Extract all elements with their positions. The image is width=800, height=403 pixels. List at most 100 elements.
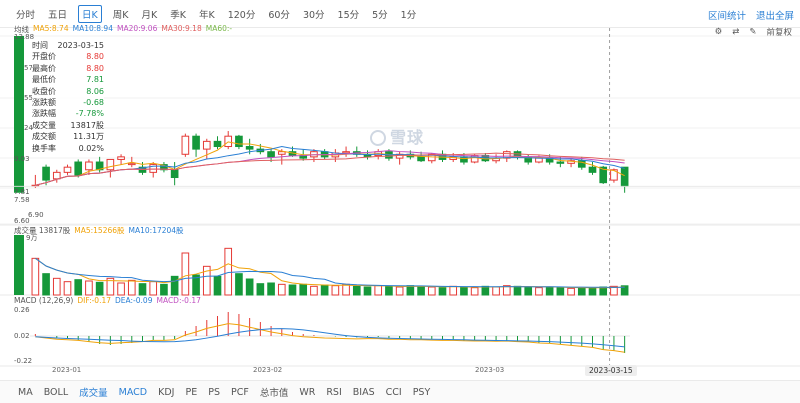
volume-bar xyxy=(502,285,511,296)
volume-bar xyxy=(95,281,104,296)
candle-body xyxy=(599,166,608,184)
macd-axis-bottom: -0.22 xyxy=(14,357,33,365)
indicator-PE[interactable]: PE xyxy=(185,386,198,398)
macd-legend-label: MACD (12,26,9) xyxy=(14,296,74,305)
volume-bar xyxy=(342,283,350,296)
volume-bar xyxy=(245,278,254,296)
vol-legend-item: MA10:17204股 xyxy=(128,226,184,235)
compare-icon[interactable]: ⇄ xyxy=(732,27,740,37)
ma-legend: 均线 MA5:8.74 MA10:8.94 MA20:9.06 MA30:9.18 MA6… xyxy=(14,24,232,35)
candle-body xyxy=(63,166,72,173)
tab-6[interactable]: 年K xyxy=(198,9,215,21)
tooltip-value: 13817股 xyxy=(70,120,104,130)
tab-0[interactable]: 分时 xyxy=(16,9,36,21)
tooltip-value: 8.06 xyxy=(86,86,104,96)
price-axis-mark: 6.90 xyxy=(28,211,44,219)
tab-7[interactable]: 120分 xyxy=(227,9,256,21)
volume-bar xyxy=(235,273,243,296)
indicator-MACD[interactable]: MACD xyxy=(118,386,148,398)
ma20-line xyxy=(35,150,625,186)
candle-body xyxy=(556,161,565,164)
tooltip-value: 2023-03-15 xyxy=(57,41,105,50)
tab-12[interactable]: 1分 xyxy=(400,9,417,21)
volume-bar xyxy=(256,283,265,296)
stock-chart[interactable] xyxy=(0,28,800,380)
tooltip-row: 最高价 8.80 xyxy=(32,63,104,74)
volume-bar xyxy=(363,286,372,296)
indicator-PS[interactable]: PS xyxy=(208,386,220,398)
indicator-RSI[interactable]: RSI xyxy=(326,386,342,398)
volume-bar xyxy=(460,286,468,296)
tab-5[interactable]: 季K xyxy=(170,9,186,21)
indicator-BOLL[interactable]: BOLL xyxy=(43,386,69,398)
volume-bar xyxy=(395,286,404,296)
volume-bar xyxy=(127,279,136,296)
candle-body xyxy=(85,161,93,171)
tab-10[interactable]: 15分 xyxy=(337,9,360,21)
price-axis-cur: 7.58 xyxy=(14,196,30,204)
volume-bar xyxy=(63,281,72,296)
fq-label[interactable]: 前复权 xyxy=(766,28,792,38)
candle-body xyxy=(620,166,629,187)
period-tabs: 分时 五日 日K 周K 月K 季K 年K 120分 60分 30分 15分 5分 1分 xyxy=(0,0,800,28)
volume-legend: 成交量 13817股 MA5:15266股 MA10:17204股 xyxy=(14,225,184,236)
candle-body xyxy=(106,158,115,171)
tooltip-key: 开盘价 xyxy=(32,52,56,62)
indicator-PCF[interactable]: PCF xyxy=(230,386,249,398)
gear-icon[interactable]: ⚙ xyxy=(714,27,723,37)
macd-axis-mid: 0.02 xyxy=(14,332,30,340)
tooltip-key: 换手率 xyxy=(32,143,56,153)
ohlc-tooltip: 时间 2023-03-15 开盘价 8.80 最高价 8.80 最低价 7.81 收盘价 8.06… xyxy=(32,40,105,155)
ma-legend-item: MA5:8.74 xyxy=(33,24,69,33)
volume-bar xyxy=(160,283,168,296)
candle-body xyxy=(502,151,511,159)
x-label: 2023-02 xyxy=(253,366,283,374)
vol-legend-label: 成交量 13817股 xyxy=(14,226,71,235)
range-stats-link[interactable]: 区间统计 xyxy=(707,11,746,22)
volume-bar xyxy=(117,282,125,296)
price-axis-mid: 9.03 xyxy=(14,155,30,163)
vol-ma10-line xyxy=(35,257,625,288)
volume-bar xyxy=(320,284,329,296)
volume-bar xyxy=(427,286,436,296)
indicator-bar: MA BOLL 成交量 MACD KDJ PE PS PCF 总市值 WR RSI BIAS CCI PS… xyxy=(0,380,800,403)
volume-axis-top: 9万 xyxy=(26,234,38,242)
candle-body xyxy=(245,146,254,150)
tab-2[interactable]: 日K xyxy=(78,4,102,23)
volume-bar xyxy=(52,277,61,296)
candle-body xyxy=(588,166,597,173)
tooltip-value: 8.80 xyxy=(86,63,104,73)
top-actions: 区间统计 退出全屏 xyxy=(708,8,794,22)
indicator-MA[interactable]: MA xyxy=(18,386,33,398)
tab-8[interactable]: 60分 xyxy=(268,9,290,21)
volume-bar xyxy=(545,286,554,296)
tab-1[interactable]: 五日 xyxy=(48,9,68,21)
volume-bar xyxy=(588,287,597,296)
candle-body xyxy=(460,156,468,163)
x-label: 2023-03 xyxy=(475,366,505,374)
volume-bar xyxy=(170,275,179,296)
exit-fullscreen-link[interactable]: 退出全屏 xyxy=(755,11,794,22)
indicator-PSY[interactable]: PSY xyxy=(412,386,431,398)
indicator-BIAS[interactable]: BIAS xyxy=(352,386,375,398)
indicator-CCI[interactable]: CCI xyxy=(385,386,402,398)
volume-bar xyxy=(620,285,629,296)
xueqiu-watermark: 雪球 xyxy=(370,124,424,148)
ma-legend-item: MA10:8.94 xyxy=(72,24,113,33)
indicator-总市值[interactable]: 总市值 xyxy=(259,388,289,399)
tooltip-value: 7.81 xyxy=(86,75,104,85)
tab-11[interactable]: 5分 xyxy=(372,9,388,21)
volume-bar xyxy=(577,287,586,296)
indicator-WR[interactable]: WR xyxy=(299,386,316,398)
volume-bar xyxy=(85,280,93,296)
tab-4[interactable]: 月K xyxy=(141,9,158,21)
tab-3[interactable]: 周K xyxy=(112,9,129,21)
tooltip-row: 成交量 13817股 xyxy=(32,120,104,131)
tab-9[interactable]: 30分 xyxy=(302,9,325,21)
volume-bar xyxy=(374,285,383,296)
tooltip-key: 涨跌额 xyxy=(32,98,56,108)
indicator-KDJ[interactable]: KDJ xyxy=(158,386,175,398)
candle-body xyxy=(192,135,200,150)
indicator-成交量[interactable]: 成交量 xyxy=(79,388,108,399)
draw-icon[interactable]: ✎ xyxy=(749,27,757,37)
